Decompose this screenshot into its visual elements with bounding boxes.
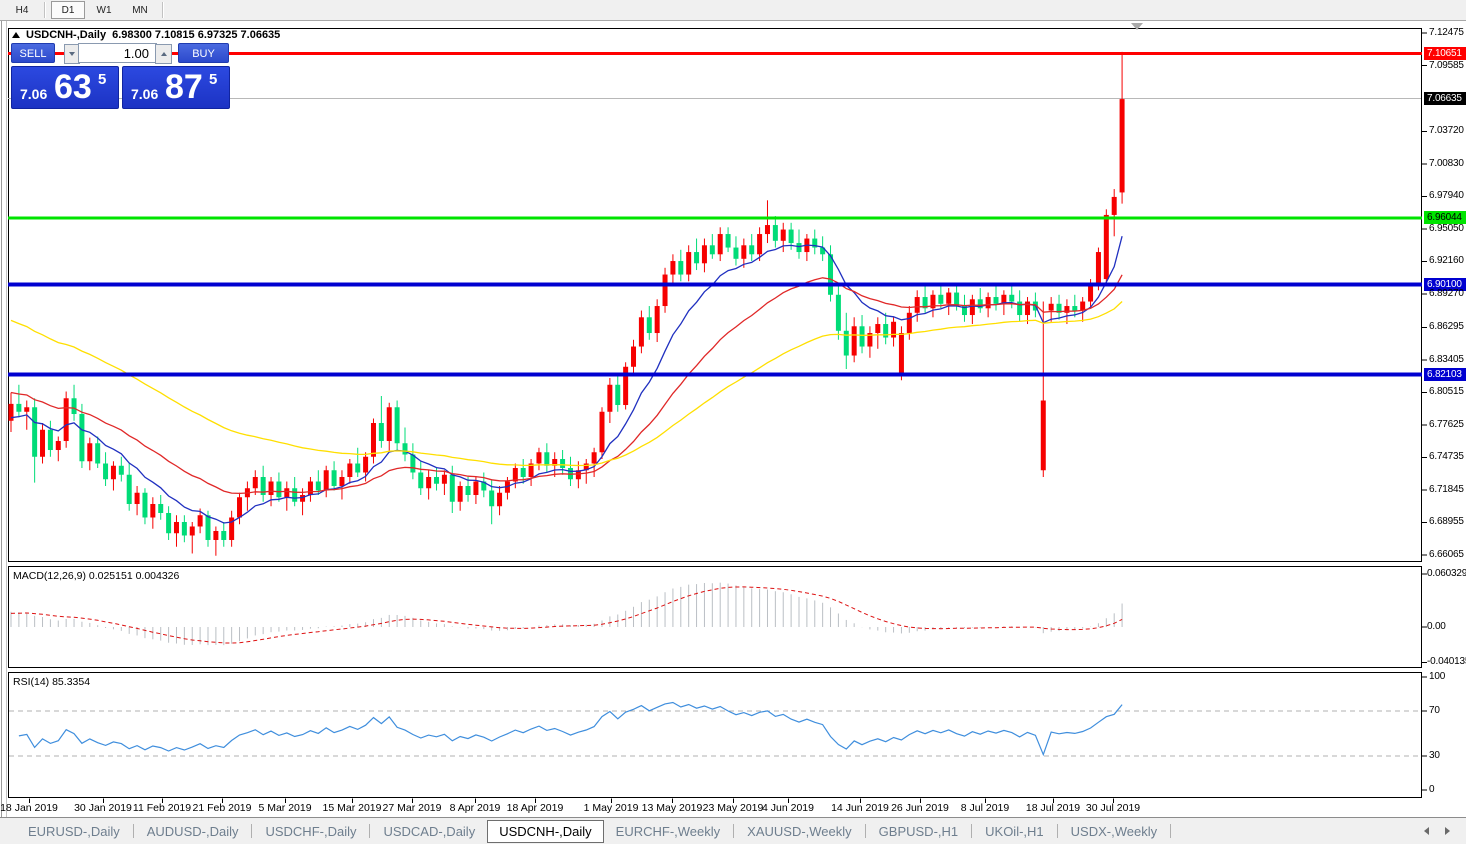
collapse-triangle-icon[interactable] [12, 32, 20, 38]
chart-title: USDCNH-,Daily 6.98300 7.10815 6.97325 7.… [12, 29, 280, 41]
chart-tab-usdcnh-daily[interactable]: USDCNH-,Daily [487, 819, 604, 843]
timeframe-toolbar: H4 D1 W1 MN [0, 0, 1466, 21]
sell-price-big-digits: 63 [54, 68, 92, 106]
date-axis[interactable] [29, 798, 1114, 804]
macd-indicator [10, 582, 1123, 646]
tab-separator [132, 824, 134, 838]
tab-separator [971, 824, 973, 838]
sell-button[interactable]: SELL [11, 43, 55, 63]
window-left-inner-border [6, 21, 7, 818]
tab-separator [733, 824, 735, 838]
tab-scroll-right-icon[interactable] [1445, 827, 1450, 835]
up-arrow-icon [160, 52, 167, 56]
chart-tab-ukoil-h1[interactable]: UKOil-,H1 [985, 823, 1044, 839]
toolbar-separator [162, 2, 164, 18]
timeframe-button-d1[interactable]: D1 [51, 1, 85, 19]
tab-separator [251, 824, 253, 838]
window-left-border [1, 21, 2, 818]
timeframe-buttons: H4 D1 W1 MN [4, 0, 168, 20]
chart-tab-gbpusd-h1[interactable]: GBPUSD-,H1 [878, 823, 959, 839]
chart-shift-marker-icon[interactable] [1131, 23, 1143, 30]
sell-price-prefix: 7.06 [20, 86, 48, 102]
sell-price-display[interactable]: 7.06 63 5 [11, 66, 119, 109]
price-axis[interactable] [1421, 32, 1428, 791]
moving-average-lines [10, 236, 1123, 524]
chart-ohlc-values: 6.98300 7.10815 6.97325 7.06635 [112, 29, 281, 41]
panel-frames [8, 28, 1422, 798]
chart-tabs-bar: EURUSD-,Daily AUDUSD-,Daily USDCHF-,Daily U… [0, 817, 1466, 844]
volume-input[interactable] [78, 43, 157, 63]
timeframe-button-w1[interactable]: W1 [96, 4, 112, 16]
rsi-indicator [9, 701, 1421, 757]
tab-separator [369, 824, 371, 838]
chart-tab-eurusd-daily[interactable]: EURUSD-,Daily [28, 823, 120, 839]
timeframe-button-mn[interactable]: MN [132, 4, 148, 16]
chart-tabs: EURUSD-,Daily AUDUSD-,Daily USDCHF-,Daily U… [16, 818, 1172, 844]
chart-tab-xauusd-weekly[interactable]: XAUUSD-,Weekly [747, 823, 852, 839]
rsi-label: RSI(14) 85.3354 [13, 676, 91, 688]
tab-separator [1170, 824, 1172, 838]
chart-tab-eurchf-weekly[interactable]: EURCHF-,Weekly [615, 823, 721, 839]
tab-separator [864, 824, 866, 838]
chart-tab-usdx-weekly[interactable]: USDX-,Weekly [1070, 823, 1158, 839]
tab-scroll-left-icon[interactable] [1424, 827, 1429, 835]
one-click-trading-panel: SELL BUY 7.06 63 5 7.06 87 5 [11, 42, 230, 109]
down-arrow-icon [69, 52, 75, 56]
chart-window[interactable] [0, 21, 1466, 818]
toolbar-separator [44, 2, 46, 18]
buy-button[interactable]: BUY [178, 43, 229, 63]
macd-label: MACD(12,26,9) 0.025151 0.004326 [13, 570, 180, 582]
buy-price-big-digits: 87 [165, 68, 203, 106]
chart-tab-audusd-daily[interactable]: AUDUSD-,Daily [146, 823, 239, 839]
chart-symbol-label: USDCNH-,Daily [26, 29, 107, 41]
buy-price-display[interactable]: 7.06 87 5 [122, 66, 230, 109]
chart-tab-usdchf-daily[interactable]: USDCHF-,Daily [265, 823, 357, 839]
sell-price-pip-digit: 5 [98, 71, 107, 88]
horizontal-price-lines[interactable] [8, 52, 1422, 377]
buy-price-prefix: 7.06 [131, 86, 159, 102]
candlestick-series [8, 51, 1125, 556]
volume-increase-button[interactable] [155, 44, 172, 64]
chart-tab-usdcad-daily[interactable]: USDCAD-,Daily [383, 823, 476, 839]
tab-separator [1056, 824, 1058, 838]
timeframe-button-h4[interactable]: H4 [15, 4, 29, 16]
buy-price-pip-digit: 5 [209, 71, 218, 88]
